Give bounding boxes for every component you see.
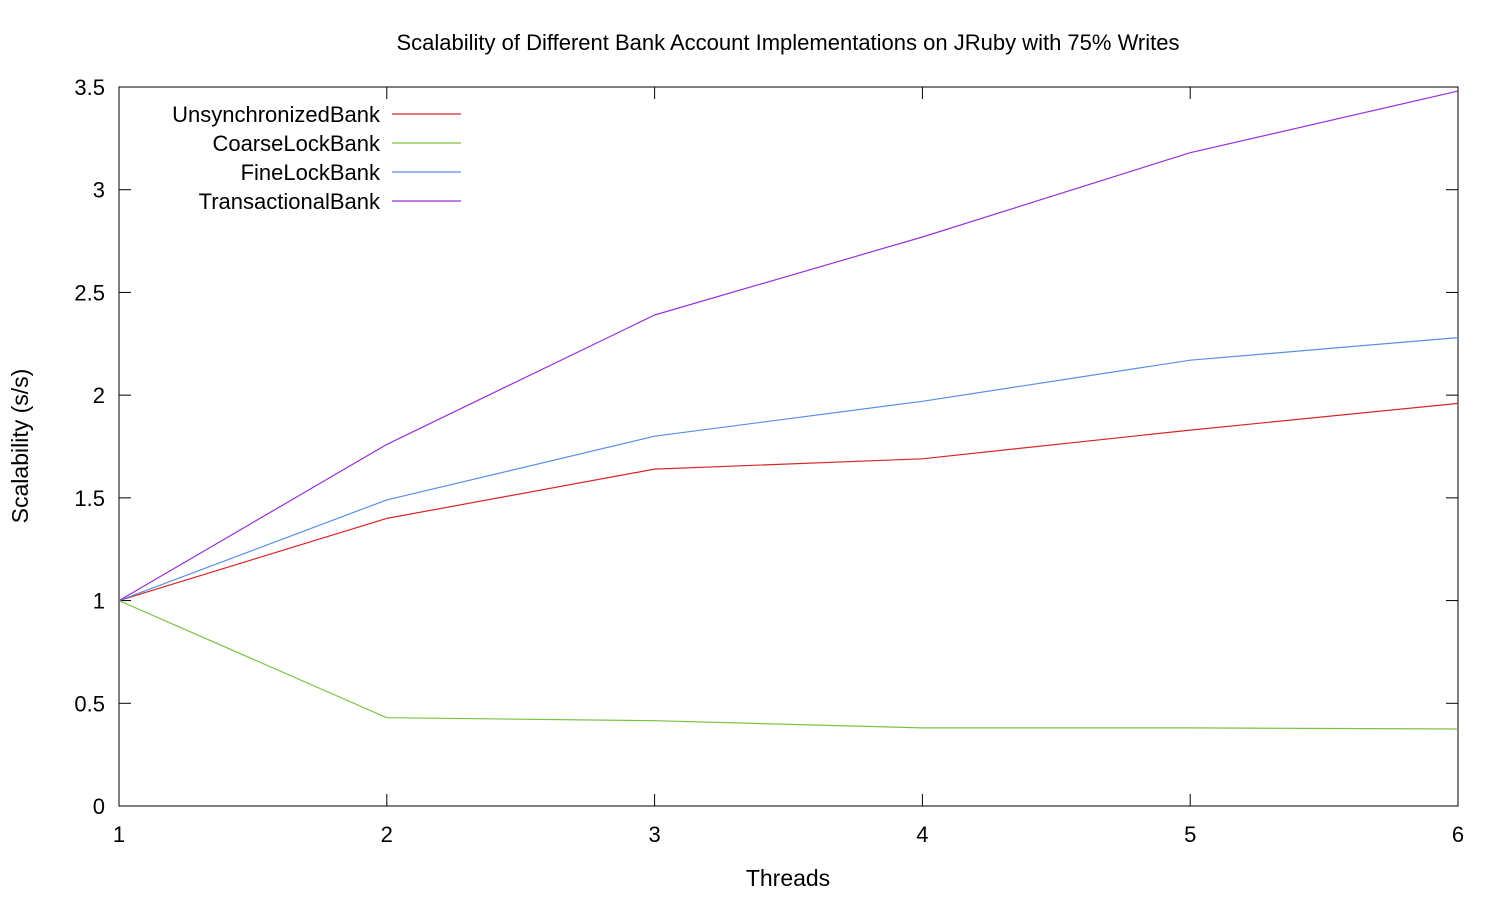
y-tick-label: 3.5 xyxy=(74,75,105,100)
legend: UnsynchronizedBank CoarseLockBank FineLock… xyxy=(172,102,461,214)
y-tick-label: 3 xyxy=(93,178,105,203)
x-tick-label: 2 xyxy=(381,822,393,847)
chart-title: Scalability of Different Bank Account Im… xyxy=(396,30,1179,55)
series-line-unsynchronizedbank xyxy=(118,402,1459,602)
x-tick-label: 1 xyxy=(113,822,125,847)
y-tick-label: 2 xyxy=(93,383,105,408)
series-line-finelockbank xyxy=(118,337,1459,602)
x-tick-label: 3 xyxy=(648,822,660,847)
y-tick-label: 0.5 xyxy=(74,691,105,716)
x-tick-label: 4 xyxy=(916,822,928,847)
legend-label: CoarseLockBank xyxy=(212,131,381,156)
legend-label: FineLockBank xyxy=(241,160,381,185)
series-lines xyxy=(118,90,1459,730)
axis-ticks: 0 0.5 1 1.5 2 2.5 3 3.5 1 2 3 4 5 6 xyxy=(74,75,1464,847)
x-axis-label: Threads xyxy=(746,865,830,891)
x-tick-label: 5 xyxy=(1184,822,1196,847)
plot-area-frame xyxy=(118,86,1459,807)
x-tick-label: 6 xyxy=(1452,822,1464,847)
y-axis-label: Scalability (s/s) xyxy=(7,369,33,524)
y-tick-label: 1.5 xyxy=(74,486,105,511)
y-tick-label: 2.5 xyxy=(74,280,105,305)
legend-label: UnsynchronizedBank xyxy=(172,102,381,127)
y-tick-label: 1 xyxy=(93,589,105,614)
y-tick-label: 0 xyxy=(93,794,105,819)
legend-label: TransactionalBank xyxy=(199,189,381,214)
series-line-transactionalbank xyxy=(118,90,1459,602)
series-line-coarselockbank xyxy=(118,600,1459,730)
